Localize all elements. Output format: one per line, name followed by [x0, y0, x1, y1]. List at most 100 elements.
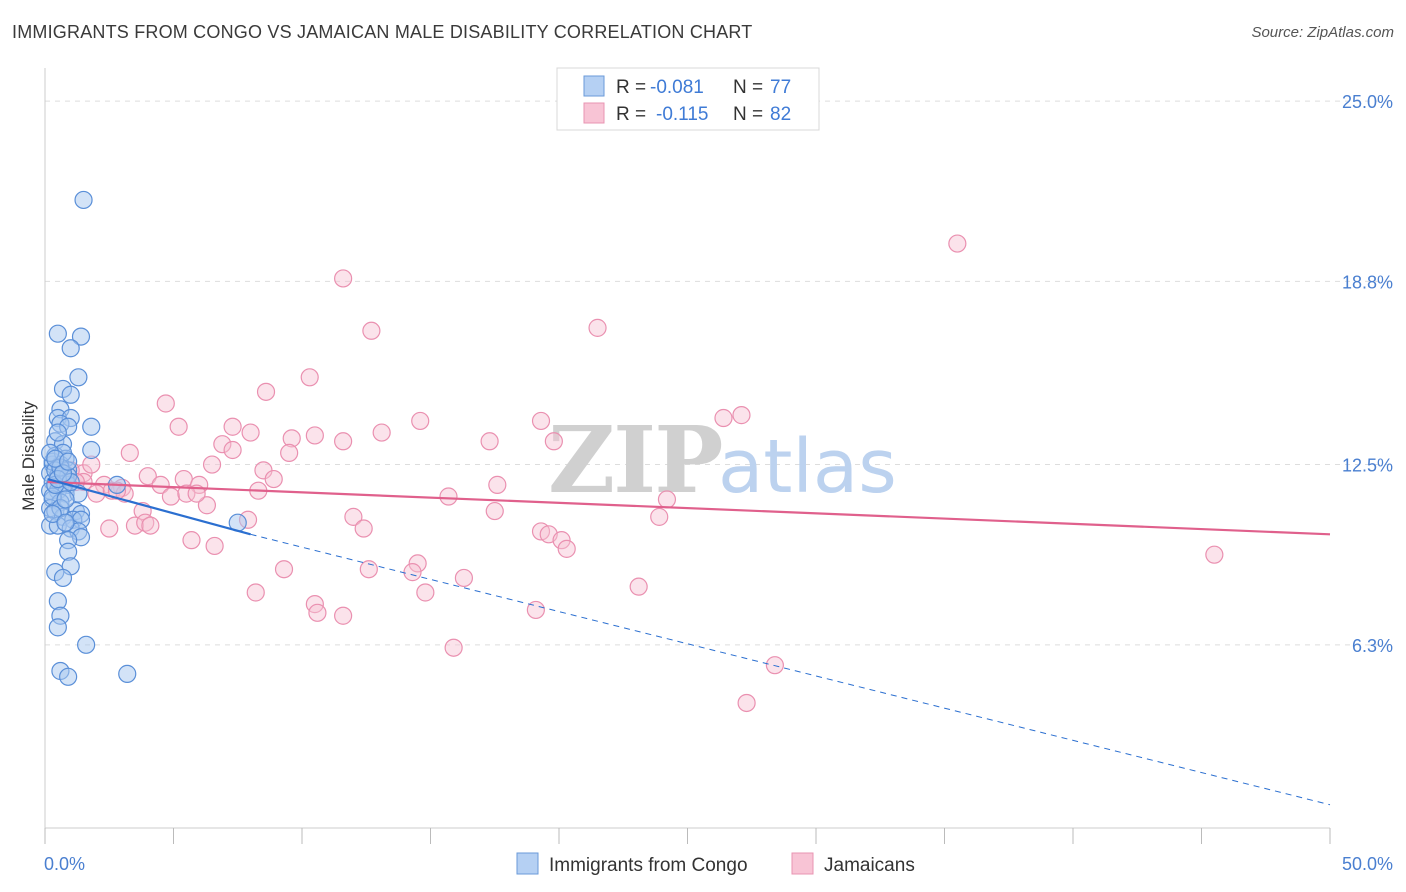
jamaican-point — [411, 411, 430, 431]
jamaican-point — [344, 507, 363, 526]
congo-trend-extension — [250, 533, 1331, 806]
jamaican-point — [359, 560, 378, 579]
congo-point — [48, 423, 67, 442]
jamaican-point — [416, 583, 435, 602]
series-legend-jamaican: Jamaicans — [824, 855, 915, 876]
jamaican-point — [141, 516, 160, 535]
jamaican-point — [948, 234, 967, 253]
jamaican-point — [714, 408, 733, 428]
jamaican-point — [264, 469, 283, 489]
legend-r-congo: -0.081 — [650, 77, 704, 98]
jamaican-point — [334, 606, 353, 625]
jamaican-point — [657, 490, 677, 509]
jamaican-point — [256, 382, 276, 401]
congo-point — [53, 568, 73, 588]
congo-point — [82, 417, 101, 436]
jamaican-point — [138, 467, 157, 486]
congo-point — [43, 504, 62, 524]
jamaican-point — [187, 484, 206, 503]
congo-trend-line — [47, 478, 251, 536]
congo-point — [71, 327, 91, 346]
legend-n-congo: 77 — [770, 77, 791, 98]
y-axis-title: Male Disability — [19, 401, 38, 511]
congo-point — [82, 440, 101, 460]
jamaican-point — [408, 554, 427, 573]
jamaican-point — [274, 560, 294, 579]
legend-r-label-jamaican: R = — [616, 104, 646, 125]
legend-swatch-congo — [583, 75, 605, 97]
congo-point — [56, 513, 75, 532]
legend: R = -0.081 N = 77 R = -0.115 N = 82 — [556, 67, 820, 131]
congo-point — [61, 339, 80, 358]
jamaican-point — [182, 531, 201, 550]
jamaican-point — [354, 519, 373, 538]
congo-point — [56, 490, 75, 509]
series-legend-swatch-congo — [516, 852, 539, 875]
jamaican-point — [156, 394, 175, 413]
congo-point — [77, 635, 96, 654]
legend-n-label-jamaican: N = — [733, 104, 763, 125]
legend-n-label-congo: N = — [733, 77, 763, 98]
jamaican-point — [151, 475, 170, 494]
congo-point — [48, 324, 67, 343]
jamaican-point — [454, 568, 474, 588]
jamaican-point — [629, 577, 648, 596]
jamaican-point — [177, 484, 196, 503]
source-credit: Source: ZipAtlas.com — [1251, 24, 1394, 41]
jamaican-point — [439, 487, 458, 506]
chart-title: IMMIGRANTS FROM CONGO VS JAMAICAN MALE D… — [12, 22, 753, 42]
y-tick-label: 25.0% — [1342, 92, 1393, 112]
jamaican-point — [488, 475, 507, 494]
jamaican-point — [737, 693, 756, 713]
jamaican-point — [169, 417, 188, 436]
jamaican-point — [544, 432, 563, 451]
jamaican-point — [531, 411, 551, 431]
jamaican-point — [161, 487, 181, 506]
jamaican-point — [120, 443, 139, 463]
jamaican-point — [280, 443, 299, 463]
congo-point — [118, 664, 137, 683]
jamaican-trend-line — [47, 480, 1331, 536]
legend-r-jamaican: -0.115 — [656, 104, 708, 125]
jamaican-point — [485, 501, 504, 521]
congo-point — [59, 667, 78, 686]
congo-point — [48, 618, 67, 637]
jamaican-point — [197, 496, 217, 515]
jamaican-point — [557, 539, 576, 558]
jamaican-point — [213, 435, 232, 454]
congo-point — [69, 368, 88, 387]
jamaican-point — [223, 417, 242, 436]
jamaican-point — [362, 321, 381, 340]
jamaican-point — [1205, 545, 1224, 564]
trend-lines — [47, 478, 1331, 806]
x-tick-label: 0.0% — [44, 854, 85, 874]
congo-point — [59, 452, 78, 471]
grid — [45, 100, 1390, 646]
watermark: ZIP atlas — [548, 406, 897, 514]
jamaican-point — [480, 432, 499, 451]
jamaican-point — [526, 600, 545, 620]
jamaican-point — [205, 536, 224, 556]
y-tick-labels: 6.3% 12.5% 18.8% 25.0% — [1342, 92, 1393, 656]
x-tick-labels: 0.0% 50.0% — [44, 854, 1393, 874]
y-tick-label: 12.5% — [1342, 456, 1393, 476]
jamaican-point — [223, 440, 242, 460]
series-legend-congo: Immigrants from Congo — [549, 855, 748, 876]
jamaican-point — [444, 638, 463, 657]
jamaican-point — [334, 269, 353, 288]
jamaican-point — [552, 531, 571, 550]
jamaican-point — [246, 583, 265, 602]
x-tick-label: 50.0% — [1342, 854, 1393, 874]
series-legend: Immigrants from Congo Jamaicans — [516, 852, 915, 876]
jamaican-point — [334, 432, 353, 451]
congo-point — [61, 385, 80, 404]
jamaican-point — [305, 426, 324, 445]
jamaican-point — [136, 513, 155, 532]
jamaican-point — [650, 507, 669, 526]
congo-points — [41, 190, 247, 686]
y-tick-label: 18.8% — [1342, 272, 1393, 292]
jamaican-point — [202, 455, 222, 474]
jamaican-point — [372, 423, 391, 442]
watermark-zip: ZIP — [548, 406, 721, 514]
